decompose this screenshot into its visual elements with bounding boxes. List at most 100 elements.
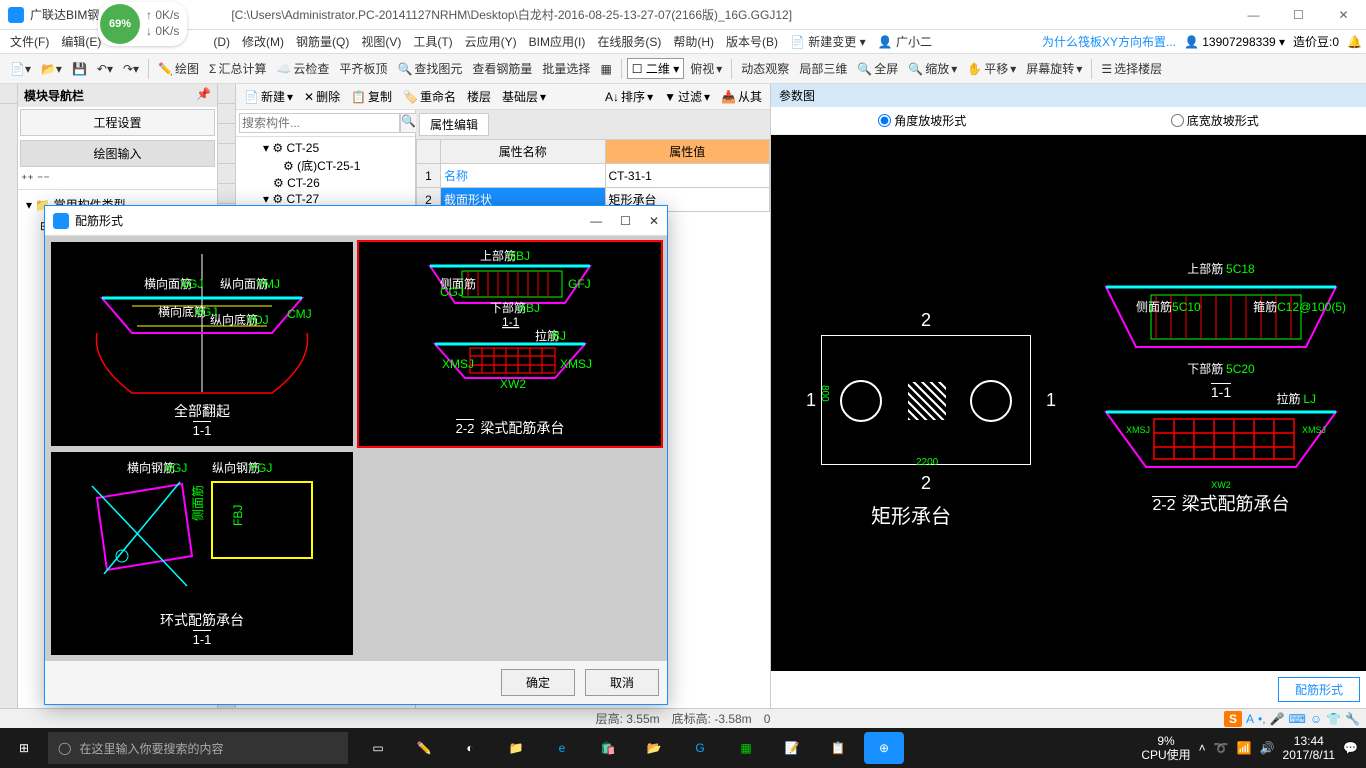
btn-rename[interactable]: 🏷️重命名 <box>399 86 460 107</box>
search-button[interactable]: 🔍 <box>400 113 417 133</box>
tab-property-edit[interactable]: 属性编辑 <box>419 113 489 136</box>
tb-new[interactable]: 📄▾ <box>6 60 35 78</box>
task-notes-icon[interactable]: 📝 <box>770 728 814 768</box>
thumb-all-turned-up[interactable]: 横向面筋XGJ 纵向面筋YMJ 横向底筋XGJ 纵向底筋YDJ CMJ 全部翻起… <box>51 242 353 446</box>
tb-level-top[interactable]: 平齐板顶 <box>335 58 391 79</box>
tb-draw[interactable]: ✏️绘图 <box>154 58 203 79</box>
speed-widget[interactable]: 69% ↑ 0K/s ↓ 0K/s <box>98 2 187 46</box>
menu-new-change[interactable]: 📄 新建变更 ▾ <box>784 33 872 50</box>
tb-save[interactable]: 💾 <box>68 60 91 78</box>
section-draw-input[interactable]: 绘图输入 <box>20 140 215 167</box>
param-diagram-canvas[interactable]: 2 1 1 2 800 2200 矩形承台 上部筋 5C18 侧面筋5C10 <box>771 135 1366 671</box>
btn-delete[interactable]: ✕删除 <box>300 86 344 107</box>
dialog-close[interactable]: ✕ <box>649 214 659 228</box>
tb-redo[interactable]: ↷▾ <box>119 60 143 78</box>
tray-clock[interactable]: 13:44 2017/8/11 <box>1283 734 1336 763</box>
menu-user[interactable]: 👤 广小二 <box>872 33 938 50</box>
tray-a-icon[interactable]: A <box>1246 712 1254 726</box>
search-input[interactable] <box>239 113 400 133</box>
task-store-icon[interactable]: 🛍️ <box>586 728 630 768</box>
btn-from-other[interactable]: 📥从其 <box>717 86 766 107</box>
phone-label[interactable]: 👤 13907298339 ▾ <box>1184 35 1285 49</box>
menu-tools[interactable]: 工具(T) <box>407 33 458 50</box>
tb-rotate[interactable]: 屏幕旋转▾ <box>1022 58 1086 79</box>
btn-floor[interactable]: 楼层 <box>463 86 495 107</box>
dialog-ok-button[interactable]: 确定 <box>501 669 575 696</box>
menu-rebar[interactable]: 钢筋量(Q) <box>290 33 355 50</box>
prop-row-name[interactable]: 1 名称 CT-31-1 <box>417 164 770 188</box>
tray-tool-icon[interactable]: 🔧 <box>1345 712 1360 726</box>
task-view-icon[interactable]: ▭ <box>356 728 400 768</box>
tb-fullscreen[interactable]: 🔍全屏 <box>853 58 902 79</box>
task-excel-icon[interactable]: ▦ <box>724 728 768 768</box>
maximize-button[interactable]: ☐ <box>1276 0 1321 30</box>
tb-undo[interactable]: ↶▾ <box>93 60 117 78</box>
expand-icon[interactable]: ⁺⁺ <box>21 172 34 186</box>
tb-grid-icon[interactable]: ▦ <box>596 60 615 78</box>
menu-version[interactable]: 版本号(B) <box>720 33 784 50</box>
menu-online[interactable]: 在线服务(S) <box>591 33 667 50</box>
tb-batch-sel[interactable]: 批量选择 <box>538 58 594 79</box>
minimize-button[interactable]: — <box>1231 0 1276 30</box>
task-edge-icon[interactable]: e <box>540 728 584 768</box>
tray-face-icon[interactable]: ☺ <box>1310 712 1322 726</box>
tray-keyboard-icon[interactable]: ⌨ <box>1289 712 1306 726</box>
btn-sort[interactable]: A↓排序▾ <box>601 86 657 107</box>
dialog-maximize[interactable]: ☐ <box>620 214 631 228</box>
bell-icon[interactable]: 🔔 <box>1347 35 1362 49</box>
cpu-meter[interactable]: 9% CPU使用 <box>1141 734 1190 763</box>
tray-punct-icon[interactable]: •, <box>1258 712 1266 726</box>
tb-topview[interactable]: 俯视▾ <box>686 58 726 79</box>
btn-base-floor[interactable]: 基础层▾ <box>498 86 550 107</box>
tb-cloud-check[interactable]: ☁️云检查 <box>272 58 333 79</box>
collapse-icon[interactable]: ⁻⁻ <box>37 172 50 186</box>
thumb-ring-rebar[interactable]: 横向钢筋XGJ 纵向钢筋YGJ 侧面筋 FBJ 环式配筋承台 1-1 <box>51 452 353 656</box>
menu-view[interactable]: 视图(V) <box>355 33 407 50</box>
tree-node-ct25-1[interactable]: ⚙ (底)CT-25-1 <box>239 156 412 175</box>
menu-help[interactable]: 帮助(H) <box>667 33 720 50</box>
tray-ime-icon[interactable]: ➰ <box>1214 741 1229 755</box>
section-project-settings[interactable]: 工程设置 <box>20 109 215 136</box>
tray-notifications-icon[interactable]: 💬 <box>1343 741 1358 755</box>
task-notes2-icon[interactable]: 📋 <box>816 728 860 768</box>
strip-item[interactable] <box>0 84 17 104</box>
menu-bim[interactable]: BIM应用(I) <box>523 33 592 50</box>
view-mode-combo[interactable]: ☐ 二维 ▾ <box>627 58 684 79</box>
tb-select-floor[interactable]: ☰ 选择楼层 <box>1097 58 1166 79</box>
start-button[interactable]: ⊞ <box>0 728 48 768</box>
tb-view-rebar[interactable]: 查看钢筋量 <box>468 58 536 79</box>
tb-open[interactable]: 📂▾ <box>37 60 66 78</box>
tb-pan[interactable]: ✋平移▾ <box>963 58 1020 79</box>
tree-node-ct25[interactable]: ▾ ⚙ CT-25 <box>239 140 412 156</box>
pin-icon[interactable]: 📌 <box>196 87 211 104</box>
tb-dynamic[interactable]: 动态观察 <box>737 58 793 79</box>
task-explorer-icon[interactable]: 📁 <box>494 728 538 768</box>
menu-cloud[interactable]: 云应用(Y) <box>459 33 523 50</box>
task-folder-icon[interactable]: 📂 <box>632 728 676 768</box>
task-app-icon[interactable]: ⊕ <box>864 732 904 764</box>
tray-skin-icon[interactable]: 👕 <box>1326 712 1341 726</box>
menu-d[interactable]: (D) <box>207 35 236 49</box>
tb-zoom[interactable]: 🔍缩放▾ <box>904 58 961 79</box>
btn-copy[interactable]: 📋复制 <box>347 86 396 107</box>
tray-mic-icon[interactable]: 🎤 <box>1270 712 1285 726</box>
task-sketch-icon[interactable]: ✏️ <box>402 728 446 768</box>
radio-angle-slope[interactable]: 角度放坡形式 <box>878 112 966 129</box>
task-app1-icon[interactable]: ◐ <box>448 728 492 768</box>
thumb-beam-rebar[interactable]: 上部筋SBJ 侧面筋CGJ GFJ 下部筋XBJ 1-1 拉筋BJ XMSJ <box>359 242 661 446</box>
task-g-icon[interactable]: G <box>678 728 722 768</box>
tb-sum[interactable]: Σ 汇总计算 <box>205 58 270 79</box>
menu-modify[interactable]: 修改(M) <box>236 33 290 50</box>
rebar-form-button[interactable]: 配筋形式 <box>1278 677 1360 702</box>
btn-new[interactable]: 📄新建▾ <box>240 86 297 107</box>
menu-file[interactable]: 文件(F) <box>4 33 55 50</box>
btn-filter[interactable]: ▼过滤▾ <box>660 86 714 107</box>
tb-find-ele[interactable]: 🔍查找图元 <box>393 58 466 79</box>
taskbar-search[interactable]: ◯ 在这里输入你要搜索的内容 <box>48 732 348 764</box>
tip-link[interactable]: 为什么筏板XY方向布置... <box>1042 33 1176 50</box>
close-button[interactable]: ✕ <box>1321 0 1366 30</box>
dialog-cancel-button[interactable]: 取消 <box>585 669 659 696</box>
dialog-minimize[interactable]: — <box>590 214 602 228</box>
radio-width-slope[interactable]: 底宽放坡形式 <box>1171 112 1259 129</box>
tray-chevron-icon[interactable]: ˄ <box>1199 741 1206 755</box>
